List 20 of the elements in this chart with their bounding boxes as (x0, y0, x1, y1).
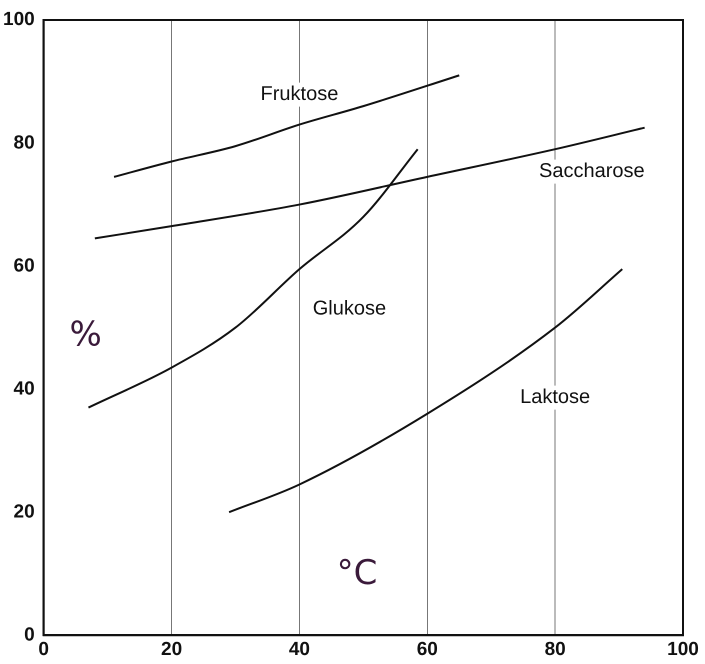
y-tick-label: 20 (14, 501, 35, 522)
x-tick-label: 60 (416, 638, 438, 660)
series-label: Saccharose (539, 160, 645, 182)
y-tick-label: 60 (14, 255, 35, 276)
y-tick-label: 40 (14, 378, 35, 400)
series-label: Fruktose (260, 83, 338, 106)
x-tick-label: 80 (544, 638, 566, 660)
x-tick-label: 20 (160, 638, 182, 660)
series-label: Laktose (520, 386, 590, 408)
x-tick-label: 40 (288, 638, 310, 660)
line-series (113, 74, 460, 178)
y-tick-label: 100 (3, 9, 35, 30)
x-tick-label: 100 (667, 638, 699, 660)
x-tick-label: 0 (38, 638, 49, 660)
line-series (228, 268, 624, 514)
series-label: Glukose (312, 298, 386, 320)
y-tick-label: 80 (14, 132, 35, 154)
y-axis-title: % (70, 314, 102, 355)
y-tick-label: 0 (24, 624, 35, 646)
x-axis-title: °C (336, 553, 378, 594)
